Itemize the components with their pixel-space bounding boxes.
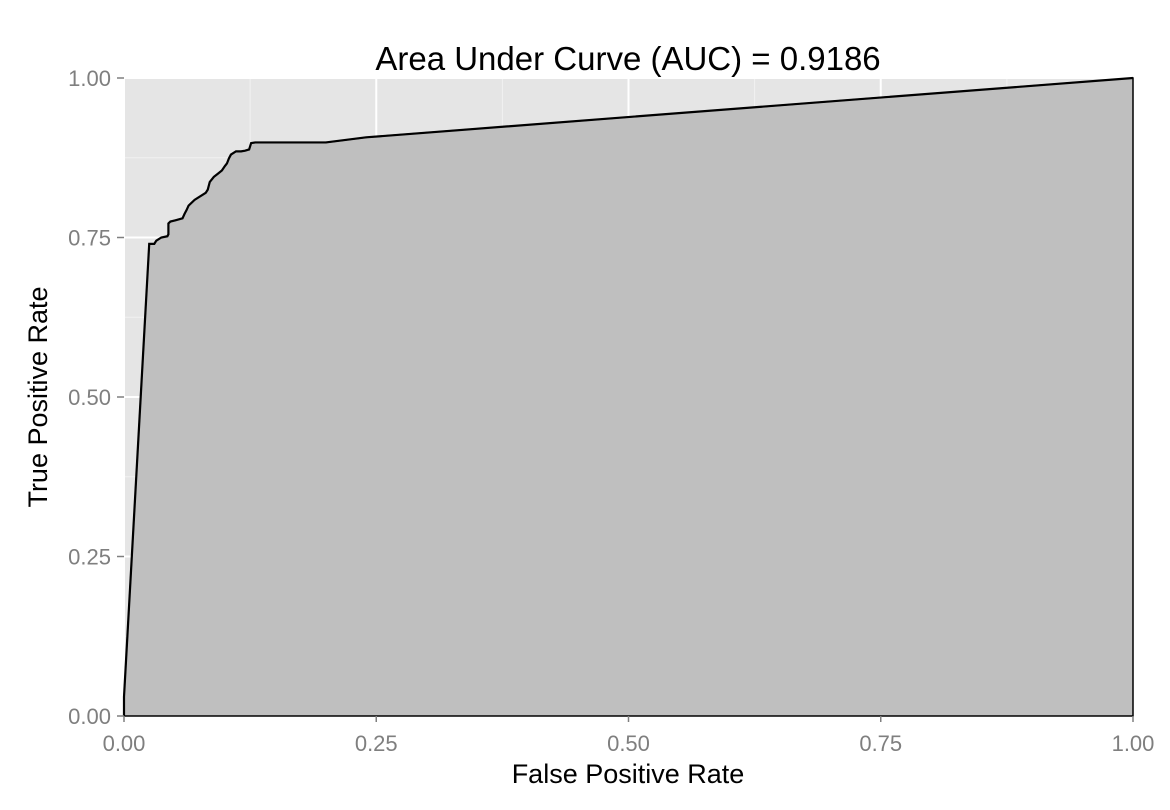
y-tick-label: 0.75 <box>68 226 111 251</box>
y-tick-label: 0.50 <box>68 385 111 410</box>
y-axis: 0.00 0.25 0.50 0.75 1.00 <box>68 66 124 729</box>
y-tick-label: 1.00 <box>68 66 111 91</box>
x-tick-label: 0.25 <box>355 731 398 756</box>
y-axis-title: True Positive Rate <box>23 286 53 507</box>
x-tick-label: 0.50 <box>607 731 650 756</box>
x-tick-label: 0.00 <box>103 731 146 756</box>
x-tick-label: 1.00 <box>1112 731 1155 756</box>
x-tick-label: 0.75 <box>859 731 902 756</box>
roc-curve-line <box>122 76 1134 716</box>
x-axis-title: False Positive Rate <box>512 759 745 789</box>
x-axis: 0.00 0.25 0.50 0.75 1.00 <box>103 716 1155 756</box>
auc-area <box>123 77 1134 717</box>
y-tick-label: 0.25 <box>68 545 111 570</box>
y-tick-label: 0.00 <box>68 704 111 729</box>
chart-title: Area Under Curve (AUC) = 0.9186 <box>375 40 880 77</box>
